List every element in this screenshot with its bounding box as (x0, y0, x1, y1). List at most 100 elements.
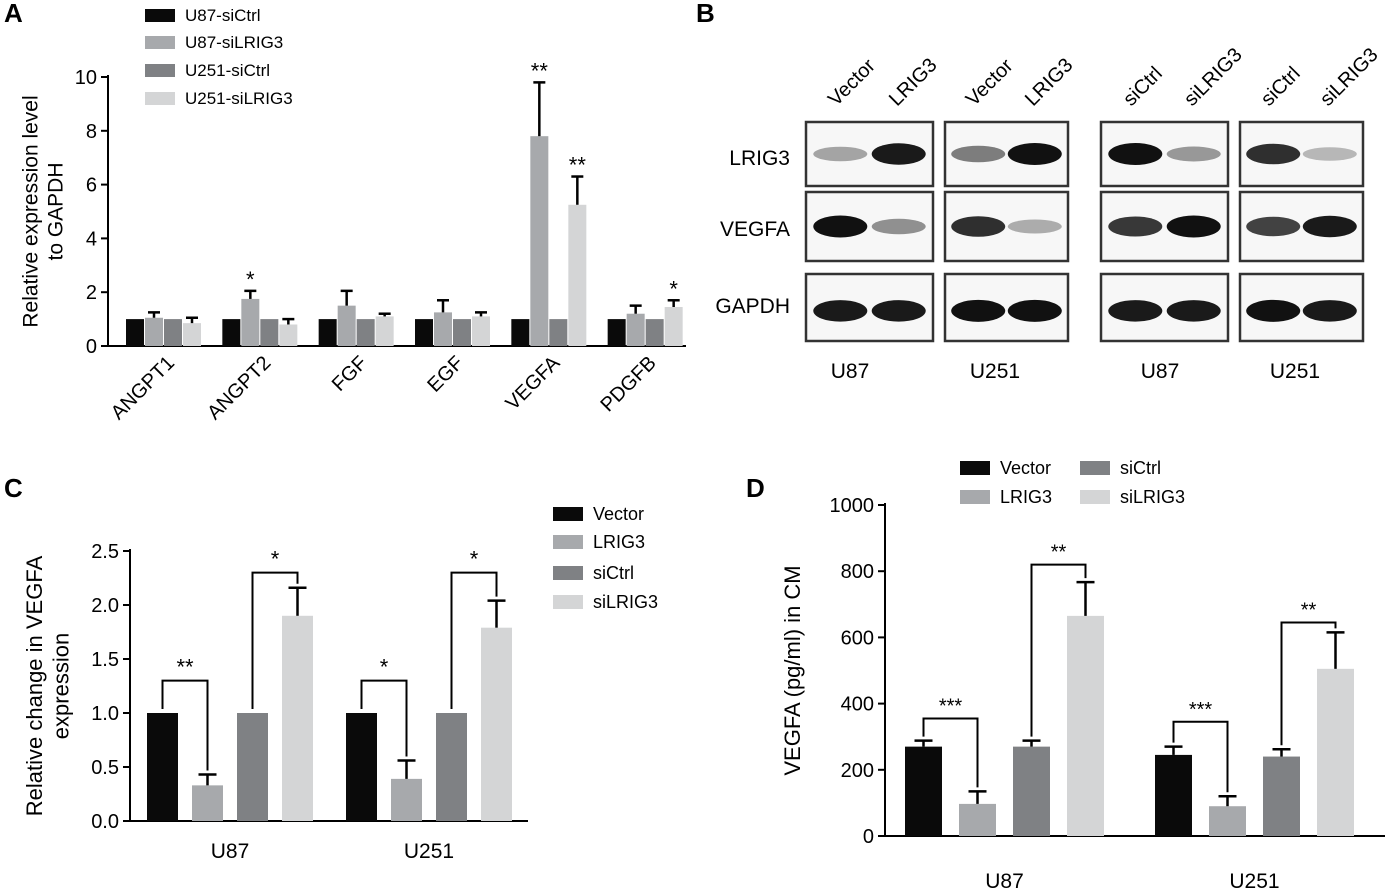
significance-marker: ** (1051, 542, 1067, 564)
significance-bracket (922, 717, 979, 788)
bar-sictrl (1263, 756, 1300, 836)
y-tick-label: 8 (86, 121, 97, 143)
y-axis-label-line: Relative change in VEGFA (22, 555, 47, 816)
bar-u251-silrig3 (472, 316, 490, 346)
y-tick-label: 0.5 (91, 757, 119, 779)
bar-u87-silrig3 (337, 305, 356, 346)
y-tick-label: 800 (841, 561, 874, 583)
legend-label-u87-sictrl: U87-siCtrl (185, 6, 261, 25)
bar-u251-silrig3 (183, 323, 201, 346)
significance-marker: ** (569, 153, 587, 178)
significance-marker: ** (531, 58, 549, 83)
blot-lane-label-vector: Vector (962, 55, 1018, 111)
blot-band (871, 143, 926, 165)
bar-u87-silrig3 (241, 298, 260, 346)
y-tick-label: 10 (75, 67, 97, 89)
significance-bracket (161, 679, 209, 771)
x-category-label: EGF (423, 352, 468, 397)
bar-sictrl (1013, 746, 1050, 836)
x-category-label: PDGFB (596, 352, 660, 416)
y-tick-label: 1.0 (91, 703, 119, 725)
y-tick-label: 2 (86, 282, 97, 304)
bar-u251-silrig3 (279, 324, 298, 346)
bar-u251-silrig3 (375, 316, 394, 346)
legend-swatch-u87-silrig3 (145, 36, 175, 49)
panel-label-a: A (4, 0, 23, 28)
x-category-label: FGF (328, 352, 372, 396)
significance-marker: ** (1301, 600, 1317, 622)
legend-swatch-u251-sictrl (145, 64, 175, 77)
blot-band (1302, 147, 1357, 161)
bar-u251-sictrl (164, 319, 182, 346)
significance-marker: * (380, 655, 389, 680)
legend-label-silrig3: siLRIG3 (1120, 487, 1185, 507)
significance-marker: * (669, 276, 678, 301)
x-category-label: ANGPT1 (107, 352, 179, 424)
legend-label-sictrl: siCtrl (1120, 458, 1161, 478)
blot-lane-label-vector: Vector (824, 55, 880, 111)
blot-band (1108, 216, 1163, 237)
blot-band (1108, 300, 1163, 322)
bar-vector (905, 746, 942, 836)
blot-band (951, 216, 1006, 237)
x-category-label: ANGPT2 (203, 352, 275, 424)
legend-swatch-silrig3 (1080, 490, 1110, 504)
bar-u87-silrig3 (434, 312, 452, 346)
bar-sictrl (436, 713, 467, 821)
blot-lane-label-lrig3: LRIG3 (1021, 54, 1077, 110)
significance-marker: * (246, 267, 255, 292)
legend-swatch-vector (960, 461, 990, 475)
blot-band (1302, 215, 1357, 238)
y-tick-label: 4 (86, 228, 97, 250)
significance-marker: *** (939, 695, 963, 717)
significance-bracket (450, 571, 498, 709)
bar-u251-sictrl (549, 319, 568, 346)
y-tick-label: 1000 (830, 495, 875, 517)
blot-lane-label-silrig3: siLRIG3 (1180, 44, 1247, 111)
blot-band (1007, 143, 1062, 165)
y-axis-label-line: expression (48, 633, 73, 739)
significance-marker: * (271, 547, 280, 572)
y-axis-label: Relative expression level to GAPDH (20, 95, 68, 327)
bar-u251-sictrl (453, 319, 471, 346)
blot-band (1246, 299, 1301, 322)
y-axis-label-line: VEGFA (pg/ml) in CM (780, 565, 805, 775)
chart-panel-d: 0 200 400 600 800 1000 VEGFA (pg/ml) in CM U87 U… (780, 458, 1385, 890)
significance-bracket (1172, 720, 1229, 793)
legend-label-lrig3: LRIG3 (593, 532, 645, 552)
blot-group-label-u251: U251 (1270, 360, 1320, 383)
blot-lane-label-silrig3: siLRIG3 (1316, 44, 1383, 111)
bar-u251-sictrl (645, 319, 664, 346)
bar-u87-sictrl (415, 319, 433, 346)
bar-lrig3 (959, 803, 996, 836)
legend-label-u251-silrig3: U251-siLRIG3 (185, 89, 293, 108)
blot-band (1007, 299, 1062, 322)
blot-lane-label-lrig3: LRIG3 (885, 54, 941, 110)
x-category-label: U87 (211, 840, 250, 863)
blot-band (1166, 215, 1221, 238)
blot-band (1246, 143, 1301, 165)
bar-u87-silrig3 (145, 317, 163, 346)
bar-vector (1155, 754, 1192, 836)
blot-band (1246, 216, 1301, 237)
y-tick-label: 600 (841, 627, 874, 649)
legend-swatch-silrig3 (553, 595, 583, 609)
blot-band (871, 300, 926, 322)
blot-group-label-u87: U87 (831, 360, 870, 383)
bar-u251-silrig3 (664, 306, 683, 346)
bar-lrig3 (192, 785, 223, 821)
bar-u87-silrig3 (626, 313, 645, 346)
legend-label-vector: Vector (593, 504, 644, 524)
x-category-label: U251 (404, 840, 454, 863)
panel-label-d: D (746, 473, 765, 503)
x-category-label: U87 (985, 870, 1024, 890)
significance-bracket (1030, 563, 1087, 737)
blot-band (813, 300, 868, 322)
bar-lrig3 (391, 778, 422, 821)
legend-swatch-u87-sictrl (145, 9, 175, 22)
panel-label-b: B (696, 0, 715, 28)
legend-label-lrig3: LRIG3 (1000, 487, 1052, 507)
y-tick-label: 6 (86, 175, 97, 197)
legend-label-sictrl: siCtrl (593, 563, 634, 583)
